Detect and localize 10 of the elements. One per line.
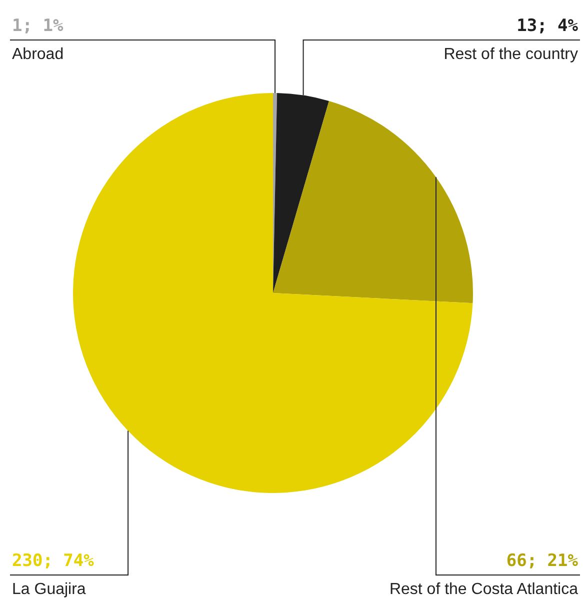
data-label: 13; 4% [516,16,579,36]
slice-label: Abroad [12,46,64,63]
slice-label: Rest of the Costa Atlantica [389,581,578,598]
data-label: 1; 1% [12,16,64,36]
data-label: 66; 21% [506,551,579,571]
data-label: 230; 74% [12,551,95,571]
pie-slice [73,93,473,493]
slice-label: Rest of the country [444,46,578,63]
slice-label: La Guajira [12,581,86,598]
pie-slice [273,101,473,304]
